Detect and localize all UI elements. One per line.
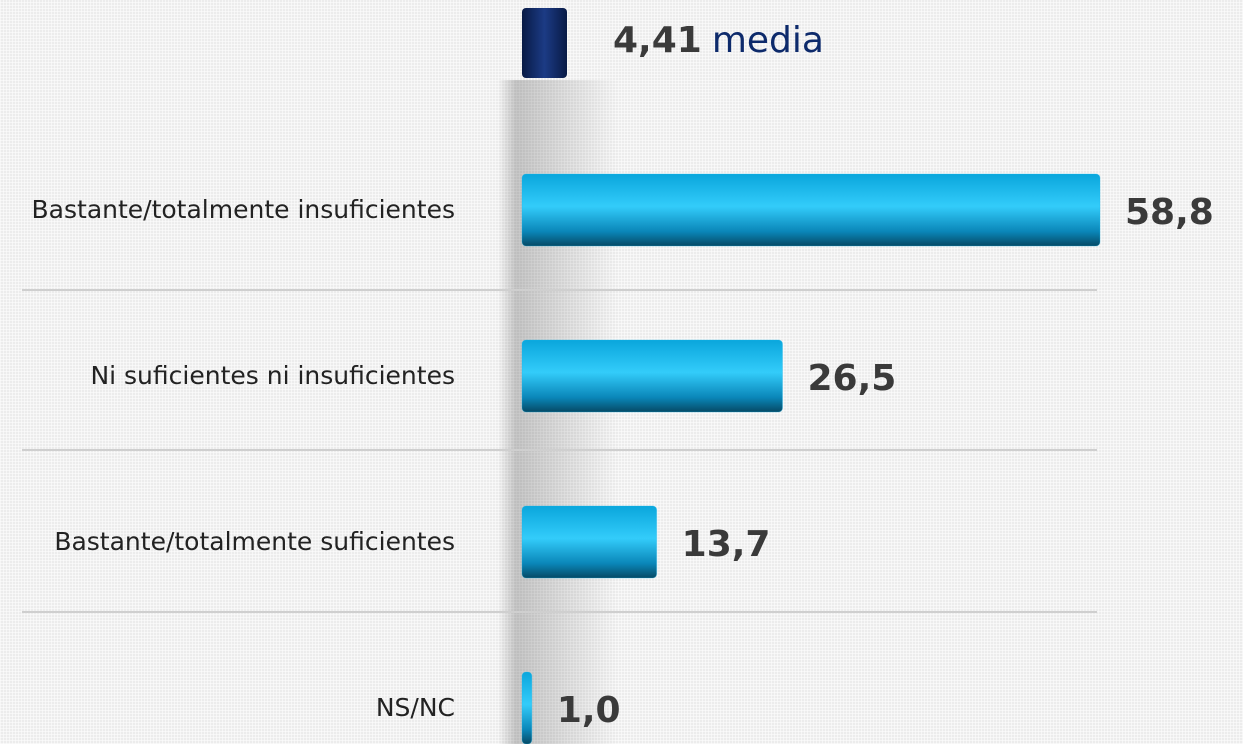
bar: [521, 173, 1101, 247]
value-label: 1,0: [557, 690, 621, 731]
category-label: NS/NC: [375, 693, 455, 722]
bar: [521, 505, 658, 579]
mean-value: 4,41: [613, 20, 702, 61]
category-label: Bastante/totalmente suficientes: [54, 527, 455, 556]
category-label: Ni suficientes ni insuficientes: [90, 361, 455, 390]
value-label: 26,5: [807, 358, 896, 399]
mean-swatch: [522, 8, 567, 78]
value-label: 13,7: [682, 524, 771, 565]
bar: [521, 339, 783, 413]
value-label: 58,8: [1125, 192, 1214, 233]
mean-text: media: [712, 20, 824, 61]
bar: [521, 671, 533, 744]
category-label: Bastante/totalmente insuficientes: [31, 195, 455, 224]
mean-legend: 4,41 media: [613, 20, 824, 61]
